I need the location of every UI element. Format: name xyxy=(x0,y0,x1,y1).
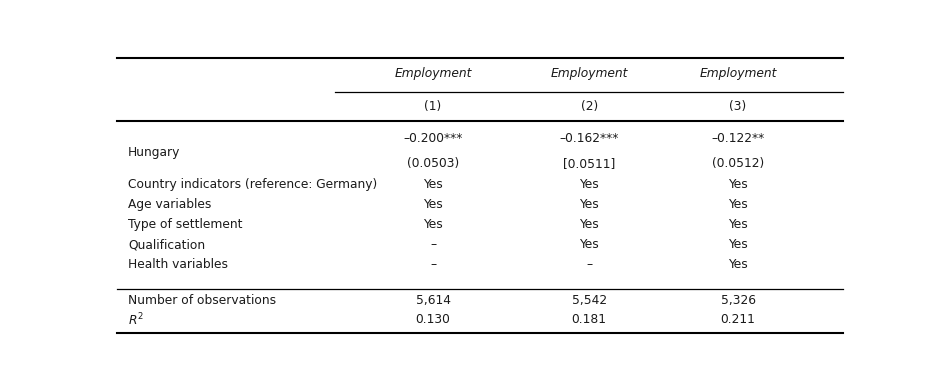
Text: 5,542: 5,542 xyxy=(571,294,606,307)
Text: Type of settlement: Type of settlement xyxy=(128,218,242,231)
Text: Employment: Employment xyxy=(698,67,776,80)
Text: Yes: Yes xyxy=(578,198,598,211)
Text: Employment: Employment xyxy=(394,67,471,80)
Text: Health variables: Health variables xyxy=(128,258,227,271)
Text: –0.122**: –0.122** xyxy=(710,133,764,146)
Text: –: – xyxy=(430,258,435,271)
Text: 5,326: 5,326 xyxy=(720,294,754,307)
Text: –: – xyxy=(585,258,592,271)
Text: 0.211: 0.211 xyxy=(720,313,754,326)
Text: Yes: Yes xyxy=(727,178,747,191)
Text: Number of observations: Number of observations xyxy=(128,294,276,307)
Text: Yes: Yes xyxy=(578,218,598,231)
Text: –0.162***: –0.162*** xyxy=(559,133,618,146)
Text: Country indicators (reference: Germany): Country indicators (reference: Germany) xyxy=(128,178,377,191)
Text: Yes: Yes xyxy=(423,178,443,191)
Text: 0.181: 0.181 xyxy=(571,313,606,326)
Text: (1): (1) xyxy=(424,100,441,113)
Text: 0.130: 0.130 xyxy=(416,313,450,326)
Text: [0.0511]: [0.0511] xyxy=(563,157,615,170)
Text: Yes: Yes xyxy=(727,238,747,251)
Text: (2): (2) xyxy=(580,100,597,113)
Text: –0.200***: –0.200*** xyxy=(402,133,462,146)
Text: Qualification: Qualification xyxy=(128,238,205,251)
Text: Employment: Employment xyxy=(549,67,627,80)
Text: –: – xyxy=(430,238,435,251)
Text: (0.0503): (0.0503) xyxy=(406,157,459,170)
Text: Age variables: Age variables xyxy=(128,198,212,211)
Text: 5,614: 5,614 xyxy=(415,294,450,307)
Text: (0.0512): (0.0512) xyxy=(711,157,764,170)
Text: Yes: Yes xyxy=(578,238,598,251)
Text: Yes: Yes xyxy=(578,178,598,191)
Text: Yes: Yes xyxy=(727,218,747,231)
Text: Yes: Yes xyxy=(727,258,747,271)
Text: Yes: Yes xyxy=(423,198,443,211)
Text: Hungary: Hungary xyxy=(128,146,181,159)
Text: Yes: Yes xyxy=(423,218,443,231)
Text: Yes: Yes xyxy=(727,198,747,211)
Text: (3): (3) xyxy=(728,100,746,113)
Text: $R^2$: $R^2$ xyxy=(128,311,144,328)
